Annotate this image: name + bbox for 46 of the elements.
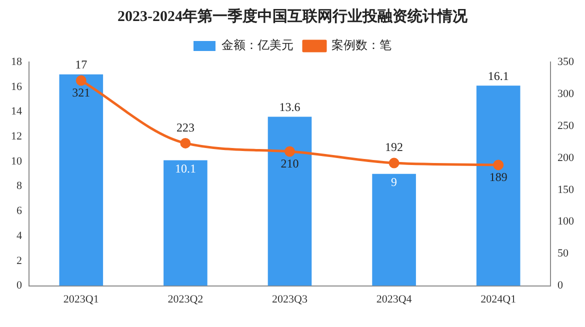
y-tick-label: 2 — [16, 254, 22, 267]
y2-tick-label: 150 — [558, 184, 574, 196]
y-tick-label: 14 — [11, 106, 22, 118]
point — [284, 146, 295, 157]
y2-tick-label: 300 — [558, 88, 574, 100]
data-label: 210 — [280, 156, 299, 171]
bar — [476, 86, 520, 286]
bar — [59, 74, 104, 286]
data-label: 321 — [72, 86, 90, 100]
y-tick-label: 4 — [16, 230, 22, 242]
y-tick-label: 18 — [11, 56, 22, 68]
bar — [164, 160, 208, 286]
y-tick-label: 6 — [16, 205, 22, 218]
y2-tick-label: 350 — [558, 56, 574, 68]
legend-label: 案例数：笔 — [332, 38, 392, 52]
x-tick-label: 2023Q1 — [63, 293, 99, 306]
x-tick-label: 2023Q3 — [272, 293, 308, 306]
y2-tick-label: 0 — [558, 280, 564, 292]
point — [493, 160, 504, 170]
bar — [372, 174, 416, 286]
data-label: 17 — [75, 58, 88, 72]
y2-tick-label: 100 — [558, 216, 574, 228]
legend-label: 金额：亿美元 — [222, 38, 294, 52]
y2-tick-label: 200 — [558, 152, 574, 164]
data-label: 189 — [489, 170, 508, 184]
point — [180, 138, 191, 148]
y-tick-label: 12 — [11, 130, 22, 142]
x-tick-label: 2023Q4 — [376, 293, 412, 306]
y-tick-label: 10 — [11, 155, 22, 168]
point — [388, 158, 400, 168]
data-label: 13.6 — [279, 100, 300, 114]
y-tick-label: 16 — [11, 80, 22, 93]
data-label: 192 — [385, 140, 404, 154]
data-label: 9 — [391, 175, 398, 190]
data-label: 223 — [176, 120, 194, 134]
x-tick-label: 2023Q2 — [168, 293, 204, 306]
data-label: 10.1 — [174, 161, 196, 176]
x-tick-label: 2024Q1 — [480, 293, 516, 306]
point — [76, 75, 86, 86]
y-tick-label: 8 — [16, 180, 22, 192]
y2-tick-label: 50 — [558, 248, 569, 260]
bar — [268, 116, 312, 286]
y-tick-label: 0 — [16, 280, 22, 292]
chart-title: 2023-2024年第一季度中国互联网行业投融资统计情况 — [118, 6, 468, 25]
y2-tick-label: 250 — [558, 120, 574, 132]
data-label: 16.1 — [488, 68, 509, 83]
